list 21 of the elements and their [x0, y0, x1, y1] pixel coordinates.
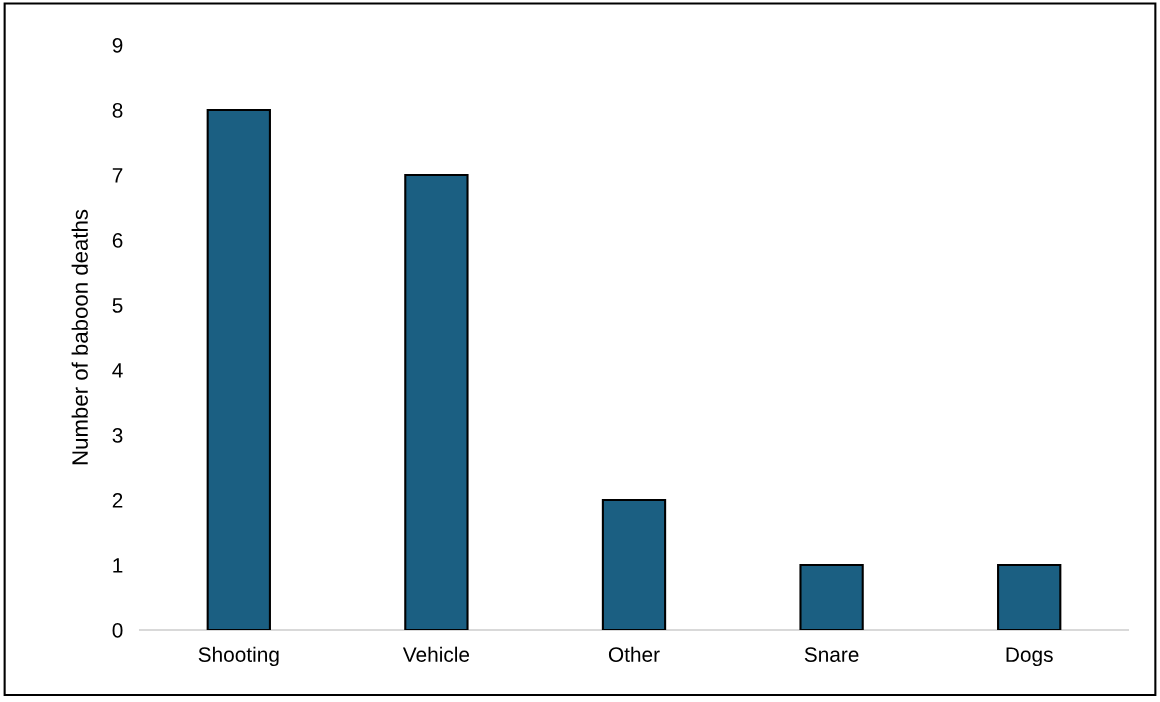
x-tick-label: Dogs [1006, 647, 1053, 667]
x-tick-label: Other [608, 646, 660, 662]
y-tick-label: 1 [113, 558, 123, 573]
y-tick-label: 5 [112, 298, 123, 313]
x-tick-label: Shooting [198, 646, 279, 667]
bar [799, 563, 864, 630]
y-tick-label: 7 [112, 168, 123, 183]
y-tick-label: 4 [112, 363, 123, 378]
x-tick-label: Vehicle [402, 646, 470, 662]
y-tick-label: 3 [112, 428, 123, 443]
y-tick-label: 6 [112, 233, 123, 248]
bar [404, 173, 469, 630]
bar [997, 563, 1062, 630]
y-axis-title: Number of baboon deaths [71, 209, 88, 465]
x-tick-label: Snare [804, 647, 859, 662]
y-tick-label: 9 [112, 38, 123, 53]
bar [206, 108, 271, 630]
y-tick-label: 2 [112, 493, 123, 508]
bar [601, 498, 667, 630]
y-tick-label: 0 [112, 623, 123, 638]
y-tick-label: 8 [112, 103, 123, 118]
